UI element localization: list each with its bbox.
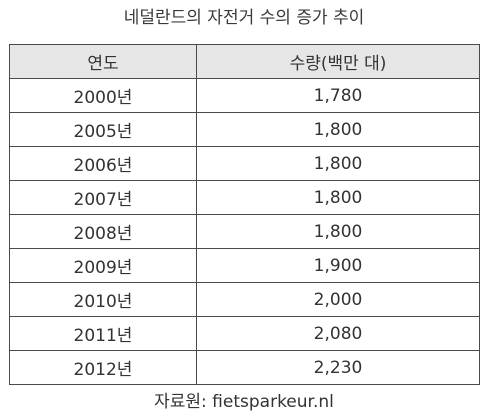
bicycle-table: 연도 수량(백만 대) 2000년 1,780 2005년 1,800 2006… bbox=[9, 44, 480, 385]
table-row: 2006년 1,800 bbox=[9, 146, 480, 181]
cell-quantity: 2,230 bbox=[196, 350, 480, 385]
table-title: 네덜란드의 자전거 수의 증가 추이 bbox=[123, 8, 365, 28]
cell-quantity: 1,800 bbox=[196, 146, 480, 181]
table-row: 2008년 1,800 bbox=[9, 214, 480, 249]
cell-year: 2000년 bbox=[9, 78, 197, 113]
cell-year: 2008년 bbox=[9, 214, 197, 249]
header-year: 연도 bbox=[9, 44, 197, 79]
source-note: 자료원: fietsparkeur.nl bbox=[154, 392, 334, 412]
cell-quantity: 2,000 bbox=[196, 282, 480, 317]
cell-quantity: 1,800 bbox=[196, 214, 480, 249]
cell-year: 2012년 bbox=[9, 350, 197, 385]
table-row: 2005년 1,800 bbox=[9, 112, 480, 147]
header-quantity: 수량(백만 대) bbox=[196, 44, 480, 79]
table-row: 2012년 2,230 bbox=[9, 350, 480, 385]
cell-year: 2007년 bbox=[9, 180, 197, 215]
table-row: 2009년 1,900 bbox=[9, 248, 480, 283]
cell-year: 2005년 bbox=[9, 112, 197, 147]
cell-year: 2011년 bbox=[9, 316, 197, 351]
cell-quantity: 1,900 bbox=[196, 248, 480, 283]
cell-quantity: 1,780 bbox=[196, 78, 480, 113]
table-row: 2011년 2,080 bbox=[9, 316, 480, 351]
cell-quantity: 2,080 bbox=[196, 316, 480, 351]
table-row: 2010년 2,000 bbox=[9, 282, 480, 317]
cell-quantity: 1,800 bbox=[196, 180, 480, 215]
table-row: 2007년 1,800 bbox=[9, 180, 480, 215]
cell-year: 2010년 bbox=[9, 282, 197, 317]
cell-quantity: 1,800 bbox=[196, 112, 480, 147]
cell-year: 2009년 bbox=[9, 248, 197, 283]
cell-year: 2006년 bbox=[9, 146, 197, 181]
header-row: 연도 수량(백만 대) bbox=[9, 44, 480, 79]
table-row: 2000년 1,780 bbox=[9, 78, 480, 113]
